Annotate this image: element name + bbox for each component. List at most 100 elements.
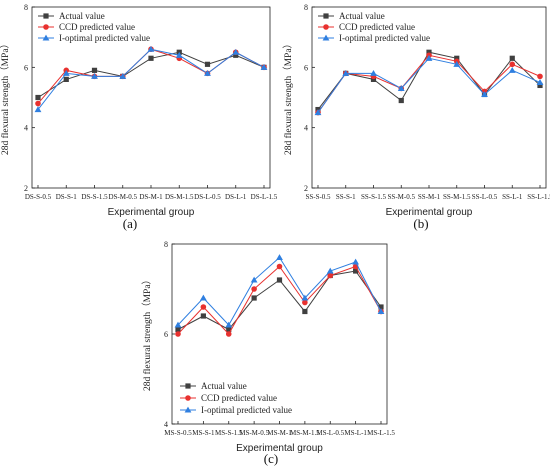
data-point xyxy=(62,69,70,76)
x-tick-label: MS-S-1.5 xyxy=(215,429,243,437)
x-tick-label: DS-L-1.5 xyxy=(251,193,278,201)
legend-label: I-optimal predicted value xyxy=(339,33,430,43)
x-tick-label: DS-S-0.5 xyxy=(25,193,52,201)
series-3 xyxy=(174,254,385,328)
x-tick-label: MS-M-1.5 xyxy=(290,429,320,437)
data-point xyxy=(453,60,461,67)
x-tick-label: SS-M-0.5 xyxy=(388,193,416,201)
legend-label: I-optimal predicted value xyxy=(59,33,150,43)
data-point xyxy=(233,52,239,58)
legend-label: CCD predicted value xyxy=(201,393,277,403)
legend-marker xyxy=(323,24,329,30)
data-point xyxy=(326,267,334,274)
data-point xyxy=(302,299,308,306)
legend-label: Actual value xyxy=(201,381,247,391)
x-axis-title: Experimental group xyxy=(236,443,323,454)
data-point xyxy=(454,55,460,61)
legend-label: Actual value xyxy=(339,11,385,21)
data-point xyxy=(370,69,377,76)
y-tick-label: 6 xyxy=(164,330,168,339)
data-point xyxy=(481,91,488,98)
legend-marker xyxy=(42,34,50,41)
x-tick-label: MS-L-1 xyxy=(344,429,367,437)
panel-label: (b) xyxy=(413,216,428,231)
data-point xyxy=(509,61,516,68)
y-tick-label: 4 xyxy=(164,420,168,429)
data-point xyxy=(276,254,283,261)
series-line xyxy=(177,265,382,335)
data-point xyxy=(508,66,516,73)
data-point xyxy=(91,72,98,79)
series-2 xyxy=(175,263,384,337)
x-tick-label: DS-S-1.5 xyxy=(81,193,108,201)
legend-marker xyxy=(185,383,191,389)
x-tick-label: MS-M-1 xyxy=(267,429,292,437)
data-point xyxy=(352,258,360,265)
series-1 xyxy=(175,268,384,333)
x-tick-label: MS-L-1.5 xyxy=(367,429,395,437)
y-tick-label: 2 xyxy=(304,184,308,193)
x-tick-label: SS-M-1.5 xyxy=(443,193,471,201)
y-tick-label: 8 xyxy=(24,3,28,12)
legend-marker xyxy=(184,406,192,413)
data-point xyxy=(509,55,515,61)
legend: Actual value CCD predicted value I-optimal… xyxy=(180,381,292,415)
data-point xyxy=(226,326,232,333)
data-point xyxy=(251,286,257,292)
x-tick-label: DS-S-1 xyxy=(56,193,78,201)
x-tick-label: MS-S-1 xyxy=(192,429,215,437)
x-tick-label: DS-L-1 xyxy=(225,193,247,201)
data-point xyxy=(260,63,268,70)
data-point xyxy=(148,55,154,61)
y-tick-label: 6 xyxy=(24,63,28,72)
data-point xyxy=(537,73,543,80)
x-tick-label: DS-M-0.5 xyxy=(108,193,137,201)
x-tick-label: SS-L-1 xyxy=(502,193,523,201)
x-tick-label: DS-M-1 xyxy=(139,193,163,201)
panel-label: (c) xyxy=(264,451,278,466)
x-tick-label: MS-L-0.5 xyxy=(316,429,344,437)
data-point xyxy=(398,97,404,104)
data-point xyxy=(370,76,377,82)
legend-marker xyxy=(322,34,330,41)
x-tick-label: SS-S-1.5 xyxy=(361,193,387,201)
data-point xyxy=(377,308,385,315)
x-tick-label: SS-S-0.5 xyxy=(305,193,331,201)
data-point xyxy=(342,69,350,76)
data-point xyxy=(425,54,433,61)
series-1 xyxy=(35,49,267,101)
data-point xyxy=(536,79,544,85)
legend-marker xyxy=(43,13,49,19)
x-tick-label: DS-L-0.5 xyxy=(194,193,221,201)
x-tick-label: SS-L-1.5 xyxy=(527,193,550,201)
legend-label: CCD predicted value xyxy=(59,22,135,32)
y-tick-label: 4 xyxy=(304,124,308,133)
data-point xyxy=(302,308,308,315)
legend-marker xyxy=(185,395,191,401)
x-axis-title: Experimental group xyxy=(386,207,473,218)
legend-label: CCD predicted value xyxy=(339,22,415,32)
y-axis-title: 28d flexural strength（MPa） xyxy=(141,275,153,391)
x-tick-label: SS-L-0.5 xyxy=(472,193,498,201)
data-point xyxy=(147,45,155,52)
data-point xyxy=(378,304,384,310)
y-axis-title: 28d flexural strength（MPa） xyxy=(282,39,294,155)
data-point xyxy=(174,321,182,328)
data-point xyxy=(250,276,258,283)
legend-label: Actual value xyxy=(59,11,105,21)
data-point xyxy=(353,268,359,274)
data-point xyxy=(35,100,41,107)
x-tick-label: SS-M-1 xyxy=(418,193,441,201)
data-point xyxy=(34,106,42,113)
data-point xyxy=(225,331,232,337)
x-axis-title: Experimental group xyxy=(108,207,195,218)
data-point xyxy=(175,51,183,58)
legend-label: I-optimal predicted value xyxy=(201,405,292,415)
y-tick-label: 2 xyxy=(24,184,28,193)
data-point xyxy=(314,109,322,116)
data-point xyxy=(426,49,432,55)
series-2 xyxy=(315,52,543,116)
